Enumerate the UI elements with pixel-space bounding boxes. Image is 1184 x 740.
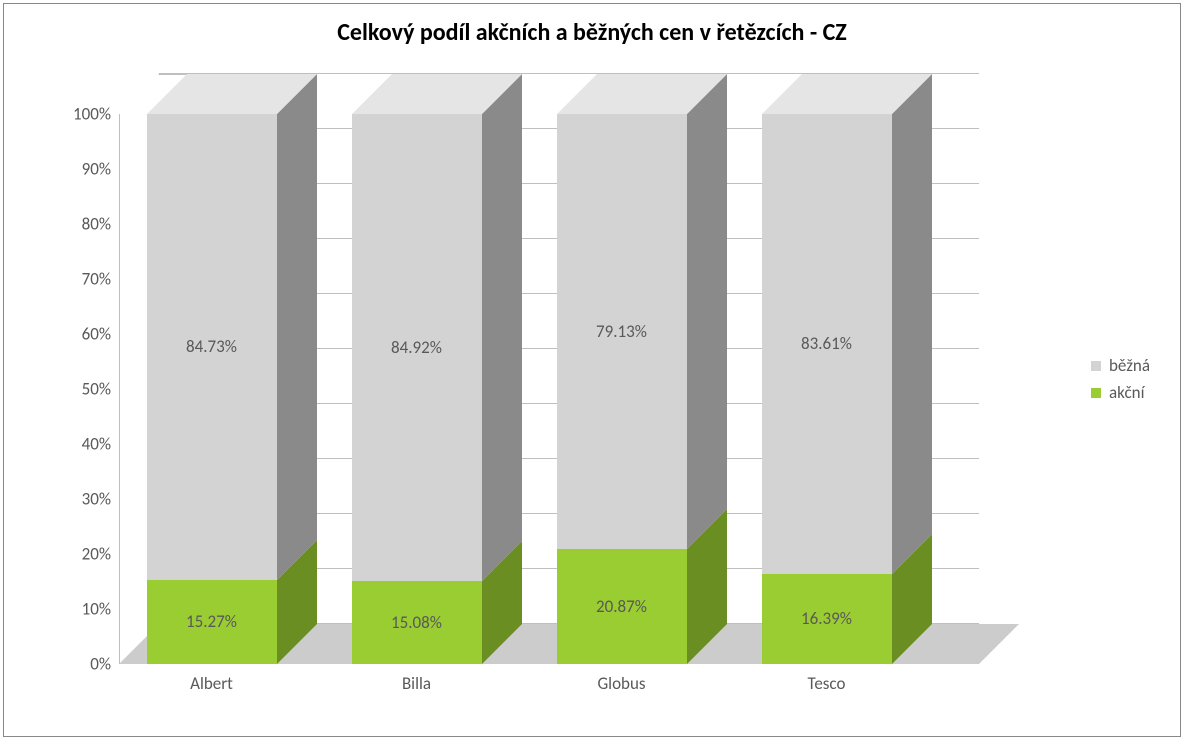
y-tick-label: 50% — [51, 379, 111, 400]
bar-side — [892, 74, 932, 574]
y-tick-label: 90% — [51, 159, 111, 180]
y-tick-label: 100% — [51, 104, 111, 125]
data-label: 79.13% — [557, 321, 687, 342]
legend-item: běžná — [1091, 355, 1150, 376]
chart-title: Celkový podíl akčních a běžných cen v ře… — [4, 4, 1180, 47]
legend: běžná akční — [1091, 349, 1150, 409]
data-label: 16.39% — [762, 608, 892, 629]
category-label: Tesco — [727, 673, 927, 694]
legend-label: běžná — [1109, 355, 1150, 376]
chart-frame: Celkový podíl akčních a běžných cen v ře… — [3, 3, 1181, 737]
data-label: 83.61% — [762, 333, 892, 354]
data-label: 15.27% — [147, 611, 277, 632]
legend-swatch — [1091, 361, 1101, 371]
bar-side — [482, 74, 522, 581]
legend-item: akční — [1091, 382, 1150, 403]
legend-label: akční — [1109, 382, 1145, 403]
category-label: Billa — [317, 673, 517, 694]
y-tick-label: 60% — [51, 324, 111, 345]
y-tick-label: 10% — [51, 599, 111, 620]
legend-swatch — [1091, 388, 1101, 398]
data-label: 84.92% — [352, 337, 482, 358]
y-tick-label: 80% — [51, 214, 111, 235]
bar-side — [687, 74, 727, 549]
data-label: 15.08% — [352, 612, 482, 633]
bar-side — [277, 74, 317, 580]
data-label: 84.73% — [147, 336, 277, 357]
y-tick-label: 30% — [51, 489, 111, 510]
y-tick-label: 70% — [51, 269, 111, 290]
category-label: Albert — [112, 673, 312, 694]
plot-area: 0%10%20%30%40%50%60%70%80%90%100%Albert1… — [119, 74, 979, 664]
data-label: 20.87% — [557, 596, 687, 617]
y-tick-label: 40% — [51, 434, 111, 455]
category-label: Globus — [522, 673, 722, 694]
y-tick-label: 0% — [51, 654, 111, 675]
y-tick-label: 20% — [51, 544, 111, 565]
